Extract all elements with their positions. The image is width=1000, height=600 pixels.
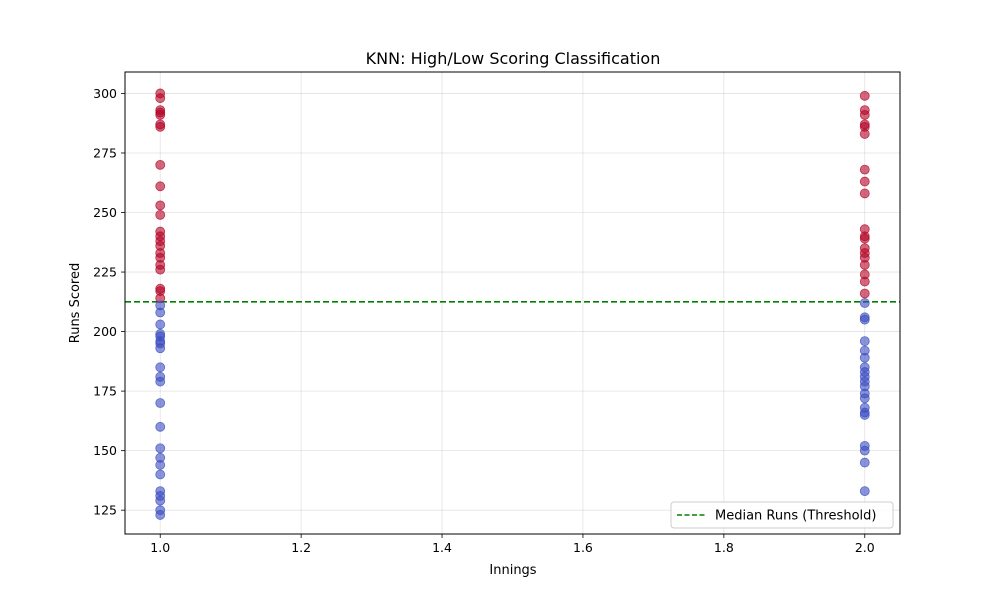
- data-point-low: [859, 314, 870, 325]
- y-axis-ticks: 125 150 175 200 225 250 275 300: [93, 86, 125, 518]
- data-point-low: [859, 486, 870, 497]
- data-point-high: [859, 259, 870, 270]
- data-point-low: [155, 510, 166, 520]
- y-axis-title: Runs Scored: [68, 263, 83, 344]
- grid-lines: [125, 72, 900, 534]
- y-tick-label: 200: [93, 324, 117, 339]
- x-axis-title: Innings: [489, 563, 536, 578]
- data-point-high: [155, 209, 166, 220]
- data-point-low: [155, 376, 166, 387]
- data-point-low: [155, 421, 166, 432]
- y-tick-label: 225: [93, 265, 117, 280]
- y-tick-label: 125: [93, 503, 117, 518]
- data-point-low: [859, 410, 870, 420]
- data-point-low: [155, 343, 166, 354]
- data-point-high: [859, 233, 870, 244]
- data-point-low: [155, 319, 166, 330]
- data-point-high: [155, 264, 166, 275]
- data-point-low: [155, 443, 166, 454]
- x-tick-label: 2.0: [855, 540, 875, 555]
- data-point-low: [155, 460, 166, 470]
- x-tick-label: 1.2: [291, 540, 311, 555]
- data-point-high: [859, 288, 870, 299]
- data-point-low: [155, 362, 166, 373]
- legend: Median Runs (Threshold): [670, 501, 894, 529]
- chart-title: KNN: High/Low Scoring Classification: [366, 49, 661, 68]
- data-point-low: [155, 398, 166, 408]
- x-tick-label: 1.8: [714, 540, 734, 555]
- data-point-high: [155, 93, 166, 104]
- y-tick-label: 150: [93, 443, 117, 458]
- data-point-low: [155, 495, 166, 506]
- data-point-high: [155, 181, 166, 192]
- y-tick-label: 175: [93, 384, 117, 399]
- y-tick-label: 250: [93, 205, 117, 220]
- x-tick-label: 1.4: [432, 540, 452, 555]
- data-point-low: [859, 457, 870, 468]
- data-point-high: [859, 164, 870, 175]
- data-point-high: [155, 159, 166, 170]
- data-point-high: [155, 109, 166, 120]
- data-point-low: [859, 352, 870, 363]
- data-point-low: [859, 336, 870, 347]
- y-tick-label: 300: [93, 86, 117, 101]
- data-point-low: [859, 298, 870, 308]
- data-point-high: [155, 121, 166, 132]
- data-point-high: [859, 276, 870, 287]
- x-tick-label: 1.0: [150, 540, 170, 555]
- data-point-low: [155, 469, 166, 480]
- x-tick-label: 1.6: [573, 540, 593, 555]
- plot-frame: [124, 71, 901, 535]
- data-point-high: [859, 188, 870, 199]
- data-point-low: [155, 307, 166, 318]
- legend-box: [670, 501, 894, 529]
- data-points: [155, 88, 870, 520]
- legend-threshold-label: Median Runs (Threshold): [715, 509, 876, 524]
- y-tick-label: 275: [93, 145, 117, 160]
- data-point-high: [859, 90, 870, 101]
- data-point-low: [859, 445, 870, 456]
- x-axis-ticks: 1.0 1.2 1.4 1.6 1.8 2.0: [150, 534, 875, 555]
- data-point-high: [859, 176, 870, 187]
- data-point-low: [859, 393, 870, 404]
- data-point-high: [859, 129, 870, 139]
- data-point-high: [155, 200, 166, 211]
- data-point-high: [859, 109, 870, 120]
